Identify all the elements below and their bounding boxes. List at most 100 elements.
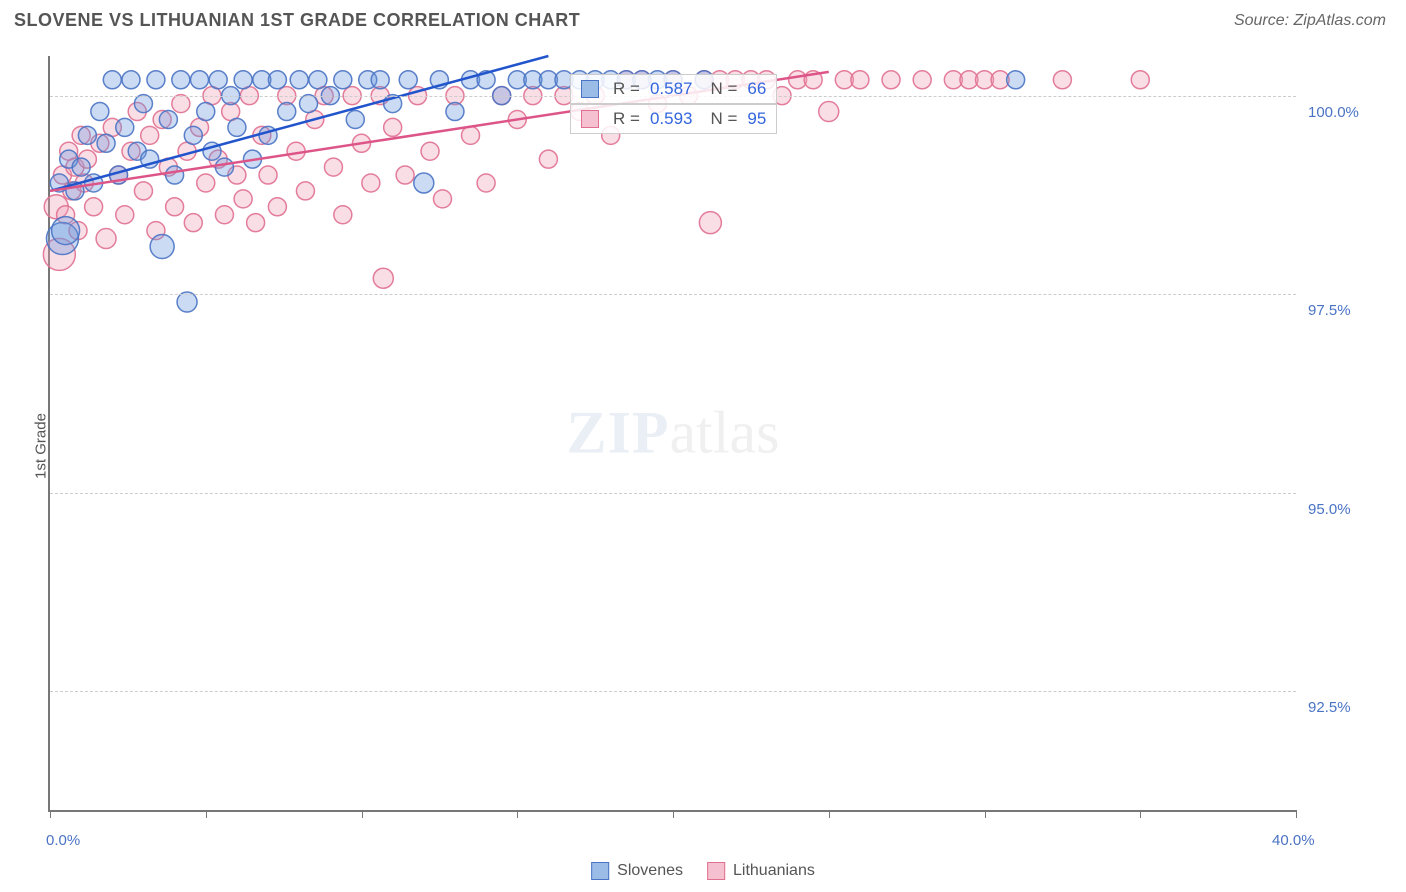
legend-swatch xyxy=(591,862,609,880)
scatter-point xyxy=(268,71,286,89)
scatter-point xyxy=(539,150,557,168)
scatter-point xyxy=(324,158,342,176)
scatter-point xyxy=(134,182,152,200)
scatter-point xyxy=(384,118,402,136)
scatter-point xyxy=(122,71,140,89)
scatter-point xyxy=(116,206,134,224)
scatter-point xyxy=(72,158,90,176)
scatter-point xyxy=(85,198,103,216)
scatter-point xyxy=(197,174,215,192)
y-tick-label: 97.5% xyxy=(1308,302,1351,319)
scatter-point xyxy=(819,102,839,122)
scatter-point xyxy=(159,110,177,128)
scatter-point xyxy=(300,95,318,113)
scatter-point xyxy=(433,190,451,208)
scatter-point xyxy=(462,126,480,144)
scatter-point xyxy=(52,217,80,245)
scatter-point xyxy=(290,71,308,89)
scatter-point xyxy=(134,95,152,113)
stat-swatch xyxy=(581,110,599,128)
scatter-point xyxy=(259,166,277,184)
legend-label: Lithuanians xyxy=(733,862,815,880)
scatter-point xyxy=(414,173,434,193)
x-tick xyxy=(1296,810,1297,818)
scatter-point xyxy=(147,71,165,89)
scatter-point xyxy=(91,103,109,121)
scatter-point xyxy=(268,198,286,216)
stat-n-value: 66 xyxy=(747,79,766,99)
correlation-stat-box: R =0.587N =66 xyxy=(570,74,777,104)
x-tick xyxy=(829,810,830,818)
scatter-point xyxy=(296,182,314,200)
scatter-point xyxy=(184,126,202,144)
chart-title: SLOVENE VS LITHUANIAN 1ST GRADE CORRELAT… xyxy=(14,10,580,31)
scatter-point xyxy=(209,71,227,89)
x-tick xyxy=(985,810,986,818)
x-tick xyxy=(517,810,518,818)
scatter-point xyxy=(97,134,115,152)
chart-header: SLOVENE VS LITHUANIAN 1ST GRADE CORRELAT… xyxy=(0,0,1406,41)
x-tick xyxy=(50,810,51,818)
gridline xyxy=(50,691,1296,692)
scatter-point xyxy=(228,118,246,136)
y-axis-label: 1st Grade xyxy=(32,413,49,479)
scatter-point xyxy=(396,166,414,184)
scatter-point xyxy=(421,142,439,160)
legend-item-slovenes: Slovenes xyxy=(591,862,683,880)
stat-r-label: R = xyxy=(613,109,640,129)
scatter-point xyxy=(346,110,364,128)
stat-r-value: 0.587 xyxy=(650,79,693,99)
x-tick xyxy=(1140,810,1141,818)
scatter-point xyxy=(184,214,202,232)
scatter-point xyxy=(334,206,352,224)
scatter-point xyxy=(96,229,116,249)
scatter-point xyxy=(1131,71,1149,89)
scatter-point xyxy=(197,103,215,121)
scatter-point xyxy=(166,166,184,184)
scatter-point xyxy=(373,268,393,288)
scatter-point xyxy=(166,198,184,216)
stat-r-value: 0.593 xyxy=(650,109,693,129)
scatter-point xyxy=(699,212,721,234)
x-tick-label: 0.0% xyxy=(46,832,80,849)
y-tick-label: 95.0% xyxy=(1308,501,1351,518)
scatter-point xyxy=(446,103,464,121)
legend-label: Slovenes xyxy=(617,862,683,880)
correlation-stat-box: R = 0.593 N = 95 xyxy=(570,104,777,134)
scatter-point xyxy=(150,234,174,258)
scatter-point xyxy=(278,103,296,121)
stat-n-label: N = xyxy=(710,109,737,129)
x-tick xyxy=(362,810,363,818)
y-tick-label: 92.5% xyxy=(1308,699,1351,716)
scatter-point xyxy=(913,71,931,89)
scatter-point xyxy=(334,71,352,89)
scatter-point xyxy=(172,71,190,89)
scatter-point xyxy=(882,71,900,89)
scatter-point xyxy=(399,71,417,89)
legend-item-lithuanians: Lithuanians xyxy=(707,862,815,880)
x-tick xyxy=(673,810,674,818)
scatter-point xyxy=(78,126,96,144)
scatter-point xyxy=(141,126,159,144)
scatter-point xyxy=(116,118,134,136)
x-tick xyxy=(206,810,207,818)
chart-legend: Slovenes Lithuanians xyxy=(591,862,815,880)
stat-r-label: R = xyxy=(613,79,640,99)
legend-swatch xyxy=(707,862,725,880)
scatter-point xyxy=(103,71,121,89)
scatter-point xyxy=(215,206,233,224)
y-tick-label: 100.0% xyxy=(1308,104,1359,121)
scatter-point xyxy=(1007,71,1025,89)
scatter-point xyxy=(371,71,389,89)
x-tick-label: 40.0% xyxy=(1272,832,1315,849)
scatter-point xyxy=(215,158,233,176)
stat-swatch xyxy=(581,80,599,98)
scatter-svg xyxy=(50,56,1296,810)
scatter-point xyxy=(172,95,190,113)
scatter-point xyxy=(851,71,869,89)
scatter-point xyxy=(362,174,380,192)
chart-plot-area: ZIPatlas 92.5%95.0%97.5%100.0%0.0%40.0%R… xyxy=(48,56,1296,812)
scatter-point xyxy=(247,214,265,232)
scatter-point xyxy=(234,71,252,89)
stat-n-value: 95 xyxy=(747,109,766,129)
